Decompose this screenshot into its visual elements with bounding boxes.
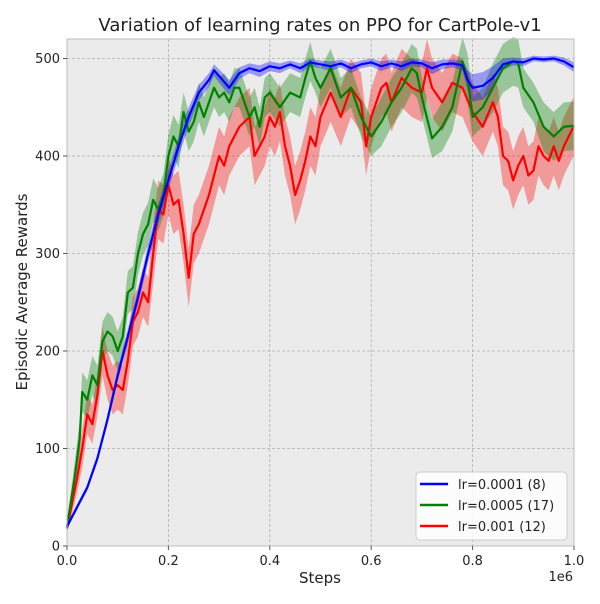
y-tick-label: 500	[35, 52, 60, 67]
series-line-2	[65, 67, 575, 529]
y-tick-label: 0	[52, 540, 60, 555]
tick-labels: 0.0 0.2 0.4 0.6 0.8 1.0 0 100 200 300 400 500	[35, 52, 584, 569]
y-tick-label: 200	[35, 345, 60, 360]
series-lines	[65, 57, 575, 529]
legend: lr=0.0001 (8) lr=0.0005 (17) lr=0.001 (12)	[415, 471, 568, 541]
series-line-0	[66, 57, 575, 528]
legend-box	[415, 471, 568, 541]
x-tick-label: 0.2	[158, 554, 179, 569]
y-tick-label: 100	[35, 442, 60, 457]
x-tick-label: 0.6	[361, 554, 382, 569]
series-band-2	[67, 39, 574, 534]
legend-label-0: lr=0.0001 (8)	[458, 478, 546, 493]
legend-label-2: lr=0.001 (12)	[458, 520, 546, 535]
x-tick-label: 0.0	[57, 554, 78, 569]
legend-label-1: lr=0.0005 (17)	[458, 499, 554, 514]
plot-frame	[66, 38, 575, 547]
x-axis-offset-label: 1e6	[548, 570, 573, 585]
axes	[66, 38, 575, 547]
y-axis-label: Episodic Average Rewards	[13, 193, 31, 390]
x-tick-label: 1.0	[564, 554, 585, 569]
x-tick-label: 0.8	[462, 554, 483, 569]
plot-area	[67, 39, 574, 546]
x-tick-label: 0.4	[259, 554, 280, 569]
y-tick-label: 300	[35, 247, 60, 262]
chart-title: Variation of learning rates on PPO for C…	[98, 15, 541, 36]
y-tick-label: 400	[35, 150, 60, 165]
x-axis-label: Steps	[299, 569, 341, 587]
